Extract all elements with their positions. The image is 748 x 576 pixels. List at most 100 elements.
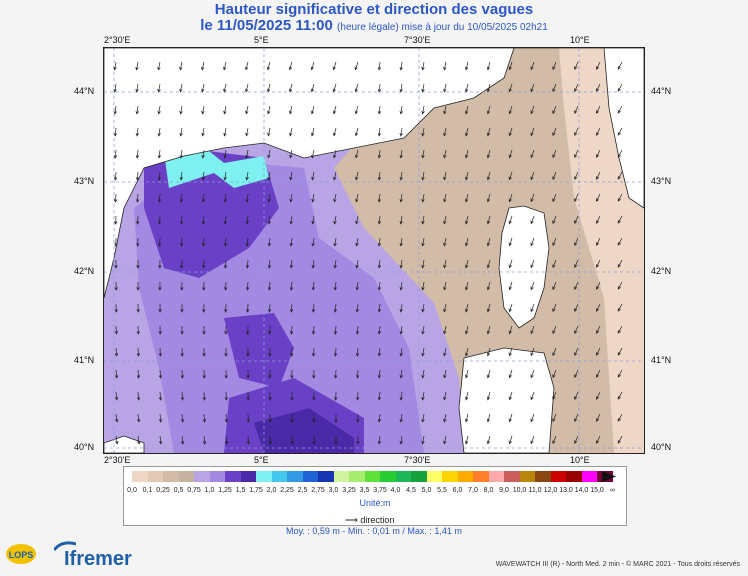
direction-arrow-head <box>399 330 403 335</box>
direction-arrow-head <box>596 440 600 444</box>
colorbar-swatch <box>209 471 225 482</box>
direction-arrow-head <box>377 88 382 93</box>
direction-arrow-head <box>333 331 338 335</box>
direction-arrow-head <box>311 176 315 181</box>
direction-arrow-head <box>508 88 512 93</box>
direction-arrow-head <box>486 198 491 203</box>
direction-arrow <box>180 83 183 92</box>
direction-arrow-head <box>136 375 141 379</box>
direction-arrow-head <box>486 374 491 379</box>
direction-arrow <box>574 127 579 136</box>
direction-arrow <box>115 171 117 181</box>
direction-arrow-head <box>115 396 119 401</box>
direction-arrow <box>422 435 425 444</box>
direction-arrow-head <box>421 198 425 203</box>
direction-arrow <box>289 149 293 158</box>
direction-arrow-head <box>552 418 556 423</box>
direction-arrow <box>313 347 315 357</box>
direction-arrow-head <box>224 419 229 423</box>
direction-arrow-head <box>465 286 469 291</box>
direction-arrow-head <box>135 132 139 137</box>
direction-arrow-head <box>113 66 117 71</box>
direction-arrow-head <box>289 198 293 203</box>
wave-map-svg <box>104 48 644 453</box>
direction-arrow-head <box>201 110 205 115</box>
direction-arrow <box>422 61 425 70</box>
direction-arrow-head <box>334 441 338 445</box>
direction-arrow <box>596 127 601 136</box>
direction-arrow <box>400 303 403 312</box>
direction-arrow-head <box>617 66 621 70</box>
direction-arrow <box>422 215 425 224</box>
direction-arrow-head <box>617 242 621 246</box>
direction-arrow <box>443 325 447 334</box>
colorbar-tick-label: 3,5 <box>359 487 370 494</box>
graticule <box>104 48 644 453</box>
direction-arrow <box>202 127 205 136</box>
direction-arrow-head <box>137 440 141 445</box>
direction-arrow <box>356 281 359 290</box>
direction-arrow-head <box>574 396 578 401</box>
direction-arrow <box>268 259 271 269</box>
direction-arrow-head <box>201 243 206 247</box>
direction-arrow-head <box>552 264 556 269</box>
colorbar-swatch <box>395 471 411 482</box>
direction-arrow-head <box>224 309 228 313</box>
direction-arrow-head <box>312 375 316 379</box>
direction-arrow-head <box>223 132 227 137</box>
direction-arrow <box>443 281 447 290</box>
direction-arrow-head <box>136 353 141 357</box>
direction-arrow-head <box>245 198 249 203</box>
colorbar-swatch <box>442 471 458 482</box>
direction-arrow-head <box>179 199 184 203</box>
colorbar-swatch <box>256 471 272 482</box>
direction-arrow-head <box>530 264 534 269</box>
direction-arrow <box>224 127 227 136</box>
direction-arrow-head <box>508 352 512 357</box>
direction-arrow-head <box>223 66 227 71</box>
colorbar-swatch <box>581 471 597 482</box>
land-sardinia <box>458 347 555 453</box>
direction-arrow <box>617 391 623 400</box>
direction-arrow-head <box>399 374 403 379</box>
direction-arrow <box>400 369 403 378</box>
direction-arrow <box>574 325 579 334</box>
colorbar-tick-label: 0,1 <box>142 487 153 494</box>
direction-arrow-head <box>333 220 337 225</box>
direction-arrow-head <box>354 132 359 137</box>
direction-arrow-head <box>399 286 403 291</box>
direction-arrow-head <box>574 154 578 159</box>
direction-arrow-head <box>245 154 249 159</box>
direction-arrow <box>246 193 249 202</box>
direction-arrow-head <box>289 110 293 115</box>
direction-arrow-head <box>421 396 425 401</box>
direction-arrow <box>290 237 293 246</box>
direction-arrow-head <box>552 308 556 313</box>
direction-arrow <box>378 105 381 114</box>
direction-arrow-head <box>596 132 600 136</box>
direction-arrow <box>465 171 469 180</box>
direction-arrow-head <box>530 154 534 159</box>
direction-arrow-head <box>377 440 382 445</box>
max-zone-south <box>254 408 354 453</box>
direction-arrow <box>509 413 513 422</box>
direction-arrow-head <box>289 220 293 225</box>
direction-arrow <box>268 215 271 224</box>
direction-arrow <box>290 171 293 180</box>
direction-arrow <box>617 413 623 422</box>
direction-arrow-head <box>552 242 556 247</box>
direction-arrow <box>334 303 337 313</box>
direction-arrow <box>334 193 337 202</box>
direction-arrow <box>443 369 447 378</box>
colorbar-tick-label: 3,0 <box>328 487 339 494</box>
direction-arrow-head <box>486 220 491 225</box>
direction-arrow-head <box>399 396 403 401</box>
direction-arrow-head <box>223 265 228 269</box>
direction-arrow <box>115 413 118 422</box>
direction-arrows <box>113 61 623 445</box>
direction-arrow-head <box>552 220 556 225</box>
direction-arrow <box>422 149 425 158</box>
direction-arrow-head <box>113 177 118 181</box>
direction-arrow-head <box>201 265 206 269</box>
colorbar-tick-label: 1,5 <box>235 487 246 494</box>
